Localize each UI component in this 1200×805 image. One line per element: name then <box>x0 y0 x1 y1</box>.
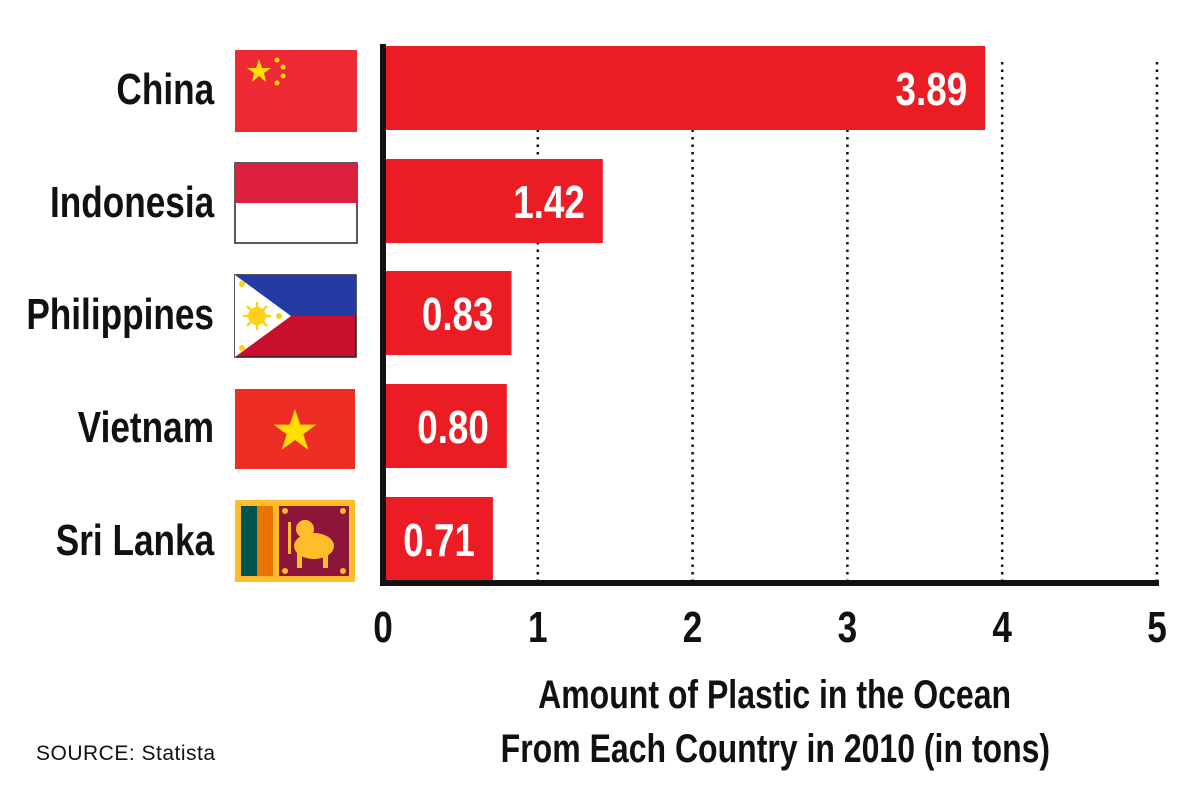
axes <box>380 44 1159 586</box>
value-labels: 3.89 1.42 0.83 0.80 0.71 <box>403 63 967 566</box>
bar-vietnam <box>383 384 507 468</box>
x-tick-label-4: 4 <box>992 603 1012 652</box>
philippines-flag <box>234 274 357 358</box>
star-icon <box>273 409 317 450</box>
value-label-china: 3.89 <box>896 63 968 115</box>
star-icon <box>247 59 271 82</box>
sun-icon <box>243 302 271 330</box>
source-note: SOURCE: Statista <box>36 742 216 765</box>
x-tick-label-0: 0 <box>373 603 393 652</box>
value-label-indonesia: 1.42 <box>513 176 585 228</box>
category-labels: China Indonesia Philippines Vietnam Sri Lank… <box>26 65 215 565</box>
bar-indonesia <box>383 159 603 243</box>
x-tick-labels: 0 1 2 3 4 5 <box>373 603 1167 652</box>
sri-lanka-flag <box>235 500 355 582</box>
bar-philippines <box>383 271 512 355</box>
indonesia-flag <box>234 162 358 244</box>
category-label-china: China <box>116 65 214 114</box>
bars <box>383 46 986 581</box>
value-label-philippines: 0.83 <box>422 288 494 340</box>
x-tick-label-2: 2 <box>683 603 703 652</box>
value-label-sri-lanka: 0.71 <box>403 514 475 566</box>
category-label-vietnam: Vietnam <box>78 403 214 452</box>
china-flag <box>235 50 357 132</box>
vietnam-flag <box>235 389 355 469</box>
bar-china <box>383 46 986 130</box>
x-tick-label-3: 3 <box>838 603 858 652</box>
lion-icon <box>282 508 346 574</box>
category-label-philippines: Philippines <box>26 290 214 339</box>
x-axis-title-line-1: Amount of Plastic in the Ocean <box>538 673 1012 717</box>
value-label-vietnam: 0.80 <box>417 401 489 453</box>
x-tick-label-5: 5 <box>1147 603 1167 652</box>
category-label-indonesia: Indonesia <box>50 178 215 227</box>
category-label-sri-lanka: Sri Lanka <box>56 516 215 565</box>
flags <box>234 50 358 582</box>
grid-lines <box>536 62 1159 583</box>
x-axis-title-line-2: From Each Country in 2010 (in tons) <box>500 727 1050 771</box>
bar-sri-lanka <box>383 497 493 581</box>
x-tick-label-1: 1 <box>528 603 548 652</box>
